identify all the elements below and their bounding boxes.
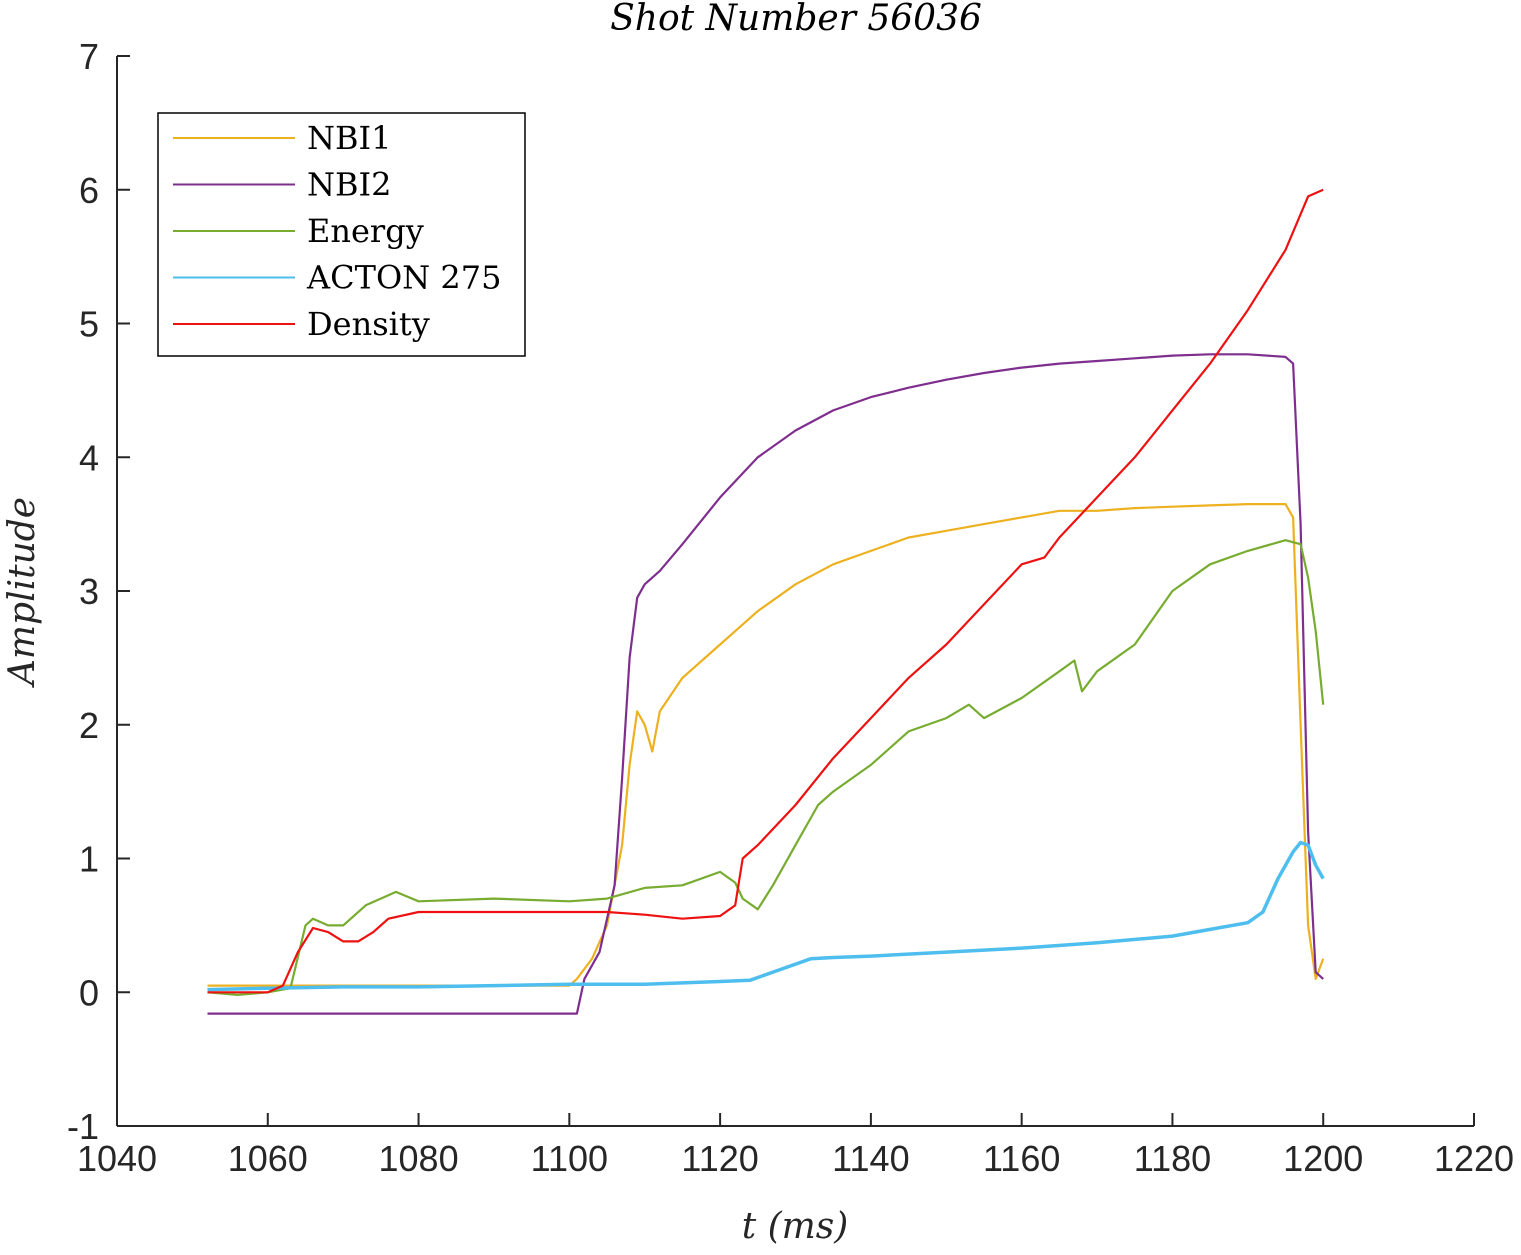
x-tick-label: 1080 [379,1138,459,1179]
y-tick-label: 3 [79,571,99,612]
legend-label-nbi2: NBI2 [307,166,392,204]
legend-label-acton-275: ACTON 275 [306,259,501,297]
x-tick-label: 1200 [1283,1138,1363,1179]
x-axis-label: t (ms) [742,1206,849,1247]
series-layer [207,188,1325,1015]
series-line-density [207,188,1324,994]
legend-box [157,112,526,357]
y-tick-label: 5 [79,304,99,345]
x-tick-label: 1160 [983,1138,1060,1179]
series-line-acton-275 [207,840,1325,992]
x-tick-label: 1120 [681,1138,758,1179]
x-tick-label: 1060 [228,1138,308,1179]
y-tick-label: 1 [79,839,99,880]
y-tick-label: -1 [67,1106,99,1147]
legend-label-nbi1: NBI1 [307,119,392,157]
chart-title: Shot Number 56036 [610,0,982,39]
legend-label-density: Density [307,305,430,343]
legend-items: NBI1 NBI2 Energy ACTON 275 Density [173,119,501,343]
y-tick-label: 4 [79,437,99,478]
x-tick-label: 1140 [832,1138,909,1179]
y-tick-label: 0 [79,972,99,1013]
y-tick-label: 2 [79,705,99,746]
series-line-nbi1 [207,503,1325,987]
y-axis-label: Amplitude [2,497,43,688]
y-tick-label: 6 [79,170,99,211]
legend-label-energy: Energy [307,212,424,250]
series-line-nbi2 [207,353,1324,1015]
x-tick-label: 1040 [77,1138,157,1179]
y-tick-label: 7 [79,36,99,77]
x-tick-label: 1100 [531,1138,608,1179]
legend: NBI1 NBI2 Energy ACTON 275 Density [157,112,526,357]
x-tick-label: 1180 [1134,1138,1211,1179]
tick-layer: 1040 1060 1080 1100 1120 1140 1160 1180 1200 1220… [67,36,1514,1179]
x-tick-label: 1220 [1434,1138,1514,1179]
series-line-energy [207,539,1325,997]
